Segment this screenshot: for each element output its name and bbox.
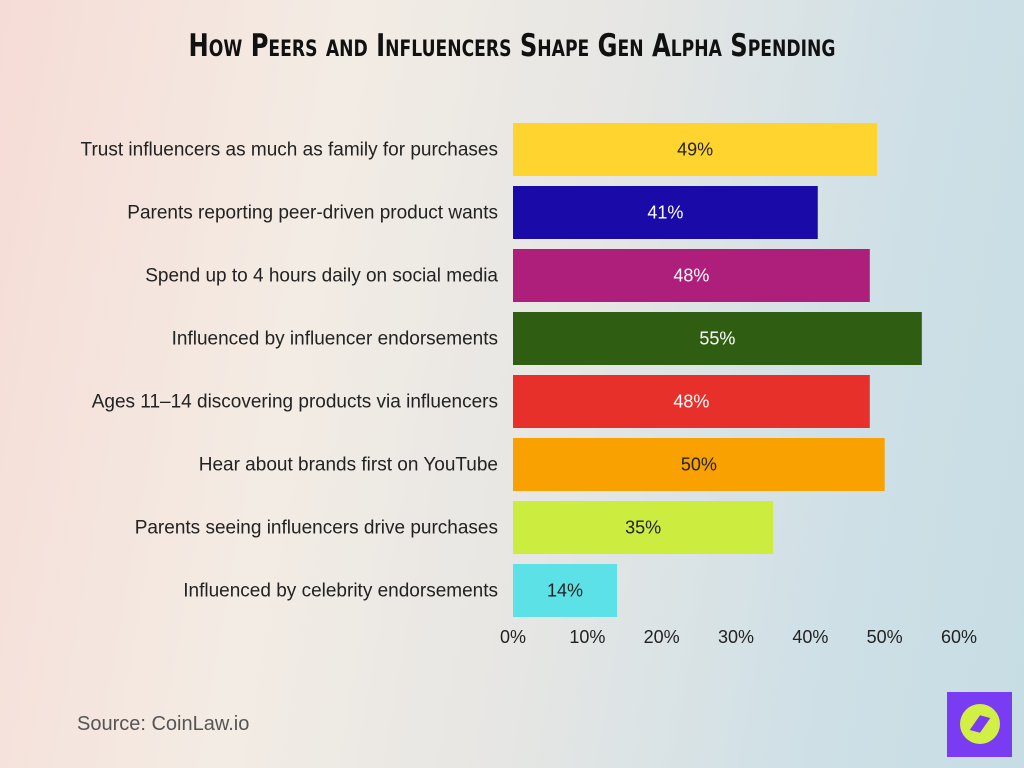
bar [513, 438, 885, 491]
category-label: Influenced by influencer endorsements [172, 329, 498, 350]
category-label: Hear about brands first on YouTube [199, 455, 498, 476]
x-tick-label: 0% [500, 627, 526, 647]
compass-icon [947, 692, 1012, 757]
category-label: Trust influencers as much as family for … [81, 140, 498, 161]
data-label: 35% [625, 518, 661, 538]
data-label: 14% [547, 581, 583, 601]
x-tick-label: 40% [792, 627, 828, 647]
category-label: Parents seeing influencers drive purchas… [135, 518, 498, 539]
category-label: Spend up to 4 hours daily on social medi… [145, 266, 498, 287]
chart-title: How Peers and Influencers Shape Gen Alph… [188, 28, 836, 64]
x-tick-label: 30% [718, 627, 754, 647]
data-label: 55% [699, 329, 735, 349]
source-text: Source: CoinLaw.io [77, 713, 250, 735]
bar [513, 312, 922, 365]
x-tick-label: 20% [644, 627, 680, 647]
bar [513, 564, 618, 617]
data-label: 48% [673, 266, 709, 286]
bar [513, 186, 818, 239]
data-label: 41% [647, 203, 683, 223]
x-tick-label: 10% [569, 627, 605, 647]
bar [513, 501, 774, 554]
category-label: Ages 11–14 discovering products via infl… [92, 392, 498, 413]
bar [513, 249, 870, 302]
data-label: 50% [681, 455, 717, 475]
x-tick-label: 50% [867, 627, 903, 647]
data-label: 48% [673, 392, 709, 412]
data-label: 49% [677, 140, 713, 160]
category-label: Parents reporting peer-driven product wa… [127, 203, 498, 224]
x-tick-label: 60% [941, 627, 977, 647]
bar [513, 375, 870, 428]
bar [513, 123, 878, 176]
category-label: Influenced by celebrity endorsements [183, 581, 498, 602]
